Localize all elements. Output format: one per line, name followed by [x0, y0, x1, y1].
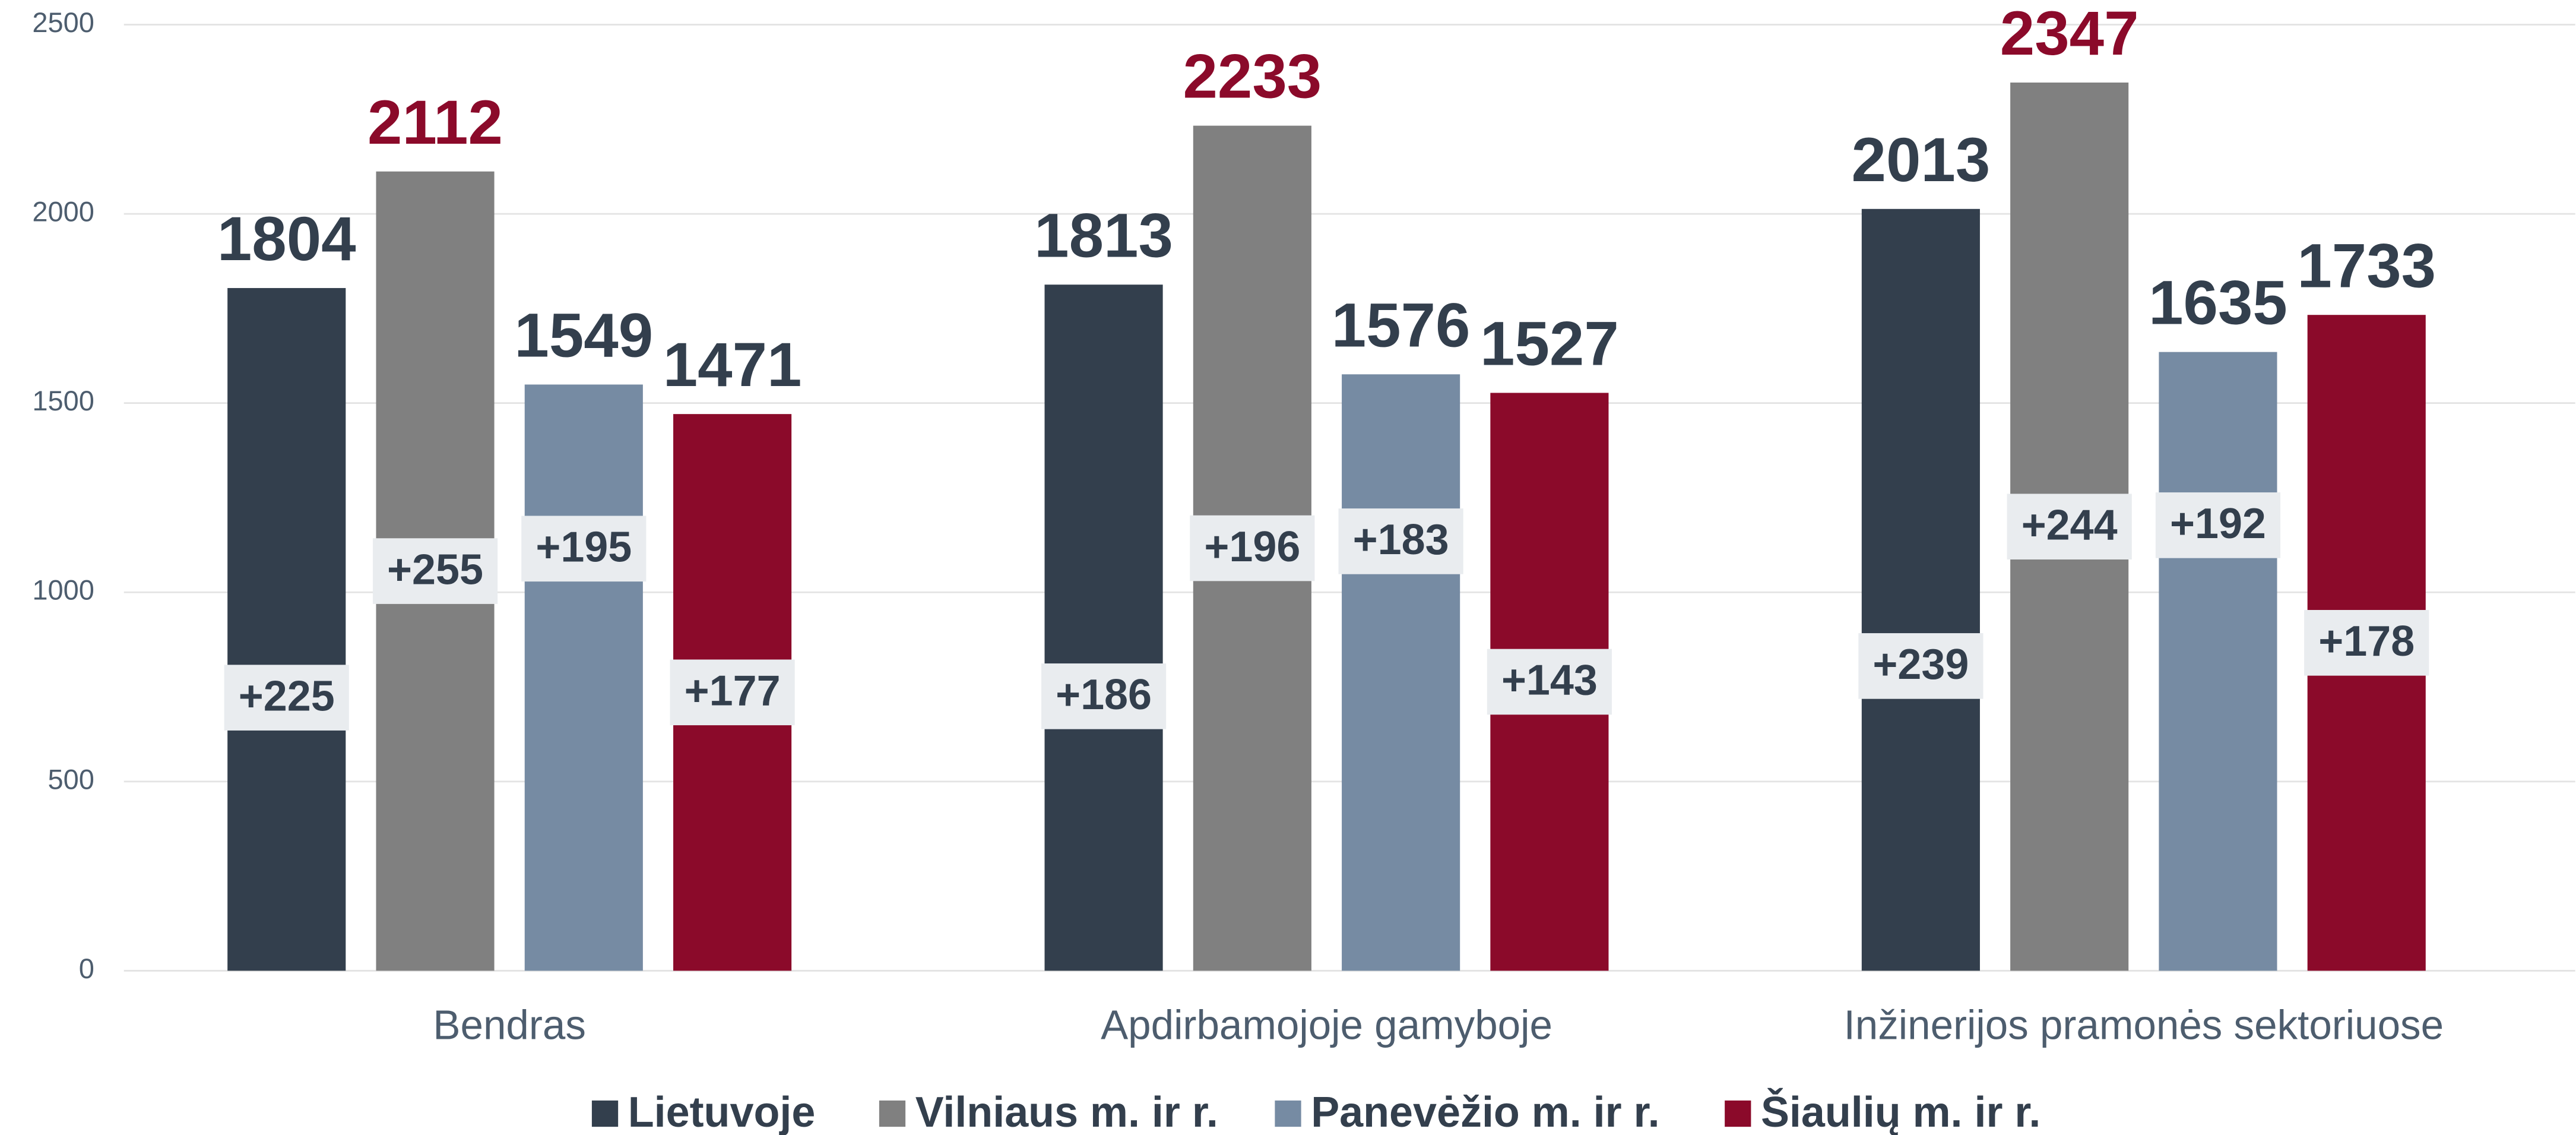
annotation: +196: [1204, 523, 1300, 571]
legend-label: Lietuvoje: [628, 1089, 816, 1135]
annotation-box: [2007, 494, 2132, 560]
value-label: 1635: [2149, 268, 2287, 338]
value-label: 1576: [1332, 290, 1471, 360]
bar: [1342, 374, 1460, 971]
y-tick-label: 500: [48, 763, 94, 795]
annotation-box: [670, 659, 795, 726]
x-tick-label: Apdirbamojoje gamyboje: [1101, 1002, 1552, 1048]
annotation-box: [2155, 492, 2281, 558]
y-tick-label: 2500: [32, 7, 94, 38]
legend-swatch: [1275, 1100, 1301, 1127]
x-tick-label: Inžinerijos pramonės sektoriuose: [1844, 1002, 2444, 1048]
legend-label: Vilniaus m. ir r.: [915, 1089, 1218, 1135]
bar: [227, 287, 346, 971]
annotation-box: [1041, 663, 1167, 729]
value-label: 2013: [1852, 125, 1991, 195]
annotation-box: [1190, 515, 1315, 581]
annotation: +195: [536, 524, 632, 571]
legend-label: Panevėžio m. ir r.: [1311, 1089, 1659, 1135]
annotation-box: [372, 538, 498, 604]
annotation: +143: [1501, 657, 1598, 704]
value-label: 1813: [1034, 201, 1173, 270]
annotation: +177: [685, 668, 781, 715]
annotation: +186: [1056, 671, 1152, 719]
annotation: +178: [2318, 618, 2415, 665]
bar: [2159, 352, 2277, 971]
y-tick-label: 1500: [32, 385, 94, 416]
y-tick-label: 2000: [32, 195, 94, 227]
bar: [524, 384, 643, 971]
legend-swatch: [591, 1100, 619, 1127]
annotation-box: [521, 516, 647, 582]
bar: [1861, 208, 1980, 971]
y-tick-label: 0: [79, 953, 94, 984]
annotation-box: [1338, 508, 1463, 574]
annotation: +183: [1353, 516, 1449, 564]
annotation-box: [2304, 610, 2429, 676]
annotation-box: [1858, 633, 1984, 699]
value-label: 1804: [217, 204, 356, 274]
annotation: +192: [2170, 500, 2266, 548]
legend-label: Šiaulių m. ir r.: [1761, 1088, 2040, 1135]
value-label: 1471: [663, 330, 802, 400]
annotation-box: [224, 665, 349, 731]
value-label: 1733: [2297, 231, 2436, 301]
annotation: +244: [2021, 501, 2118, 549]
value-label: 2233: [1183, 42, 1322, 112]
annotation: +239: [1872, 641, 1969, 688]
annotation: +255: [387, 546, 483, 593]
value-label: 1527: [1480, 309, 1619, 379]
legend-swatch: [1725, 1100, 1751, 1127]
value-label: 2347: [2000, 0, 2139, 68]
legend-swatch: [879, 1100, 906, 1127]
x-tick-label: Bendras: [433, 1002, 585, 1048]
annotation-box: [1487, 649, 1612, 715]
value-label: 2112: [367, 88, 503, 157]
annotation: +225: [239, 672, 335, 720]
value-label: 1549: [514, 301, 653, 371]
bar: [1044, 284, 1163, 971]
y-tick-label: 1000: [32, 574, 94, 606]
